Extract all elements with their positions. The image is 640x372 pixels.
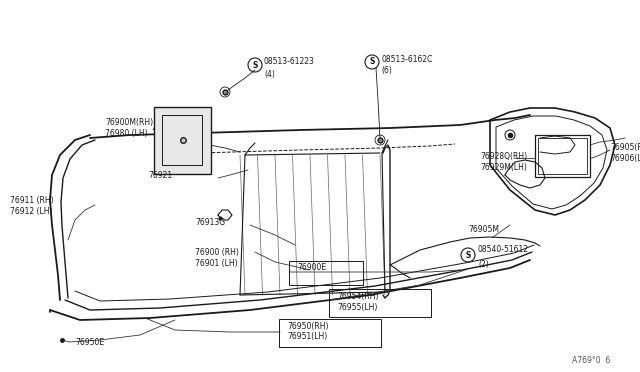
Text: S: S xyxy=(252,61,258,70)
Text: 76955(LH): 76955(LH) xyxy=(337,303,378,312)
Text: 76921: 76921 xyxy=(148,171,172,180)
Text: 76950E: 76950E xyxy=(75,338,104,347)
Text: 08540-51612: 08540-51612 xyxy=(478,246,529,254)
Bar xyxy=(538,138,587,174)
Text: 76980 (LH): 76980 (LH) xyxy=(105,129,148,138)
Text: 76905M: 76905M xyxy=(468,225,499,234)
Text: 76905(RH): 76905(RH) xyxy=(610,143,640,152)
Text: 76951(LH): 76951(LH) xyxy=(287,332,327,341)
Text: 76913G: 76913G xyxy=(195,218,225,227)
Text: 76954(RH): 76954(RH) xyxy=(337,292,378,301)
FancyBboxPatch shape xyxy=(154,107,211,174)
Text: 76900M(RH): 76900M(RH) xyxy=(105,118,153,127)
Text: 76906(LH): 76906(LH) xyxy=(610,154,640,163)
Text: 76950(RH): 76950(RH) xyxy=(287,322,328,331)
Text: 76928Q(RH): 76928Q(RH) xyxy=(480,152,527,161)
Text: 76900 (RH): 76900 (RH) xyxy=(195,248,239,257)
Text: (2): (2) xyxy=(478,260,489,269)
Text: (6): (6) xyxy=(381,67,392,76)
Text: 76900E: 76900E xyxy=(297,263,326,272)
Text: (4): (4) xyxy=(264,70,275,78)
Bar xyxy=(535,135,590,177)
Text: 08513-61223: 08513-61223 xyxy=(264,58,315,67)
Text: S: S xyxy=(465,250,470,260)
Text: 76929M(LH): 76929M(LH) xyxy=(480,163,527,172)
Text: 76901 (LH): 76901 (LH) xyxy=(195,259,237,268)
Text: A769°0  6: A769°0 6 xyxy=(572,356,610,365)
Text: 76911 (RH): 76911 (RH) xyxy=(10,196,54,205)
Text: 08513-6162C: 08513-6162C xyxy=(381,55,433,64)
Text: S: S xyxy=(369,58,374,67)
Text: 76912 (LH): 76912 (LH) xyxy=(10,207,52,216)
